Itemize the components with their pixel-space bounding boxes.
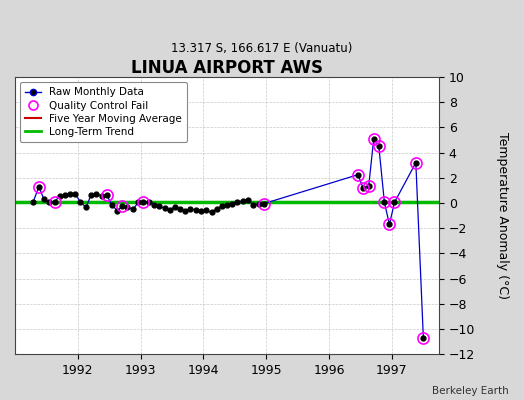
Text: 13.317 S, 166.617 E (Vanuatu): 13.317 S, 166.617 E (Vanuatu) — [171, 42, 353, 55]
Y-axis label: Temperature Anomaly (°C): Temperature Anomaly (°C) — [496, 132, 509, 299]
Title: LINUA AIRPORT AWS: LINUA AIRPORT AWS — [131, 59, 323, 77]
Legend: Raw Monthly Data, Quality Control Fail, Five Year Moving Average, Long-Term Tren: Raw Monthly Data, Quality Control Fail, … — [20, 82, 188, 142]
Text: Berkeley Earth: Berkeley Earth — [432, 386, 508, 396]
